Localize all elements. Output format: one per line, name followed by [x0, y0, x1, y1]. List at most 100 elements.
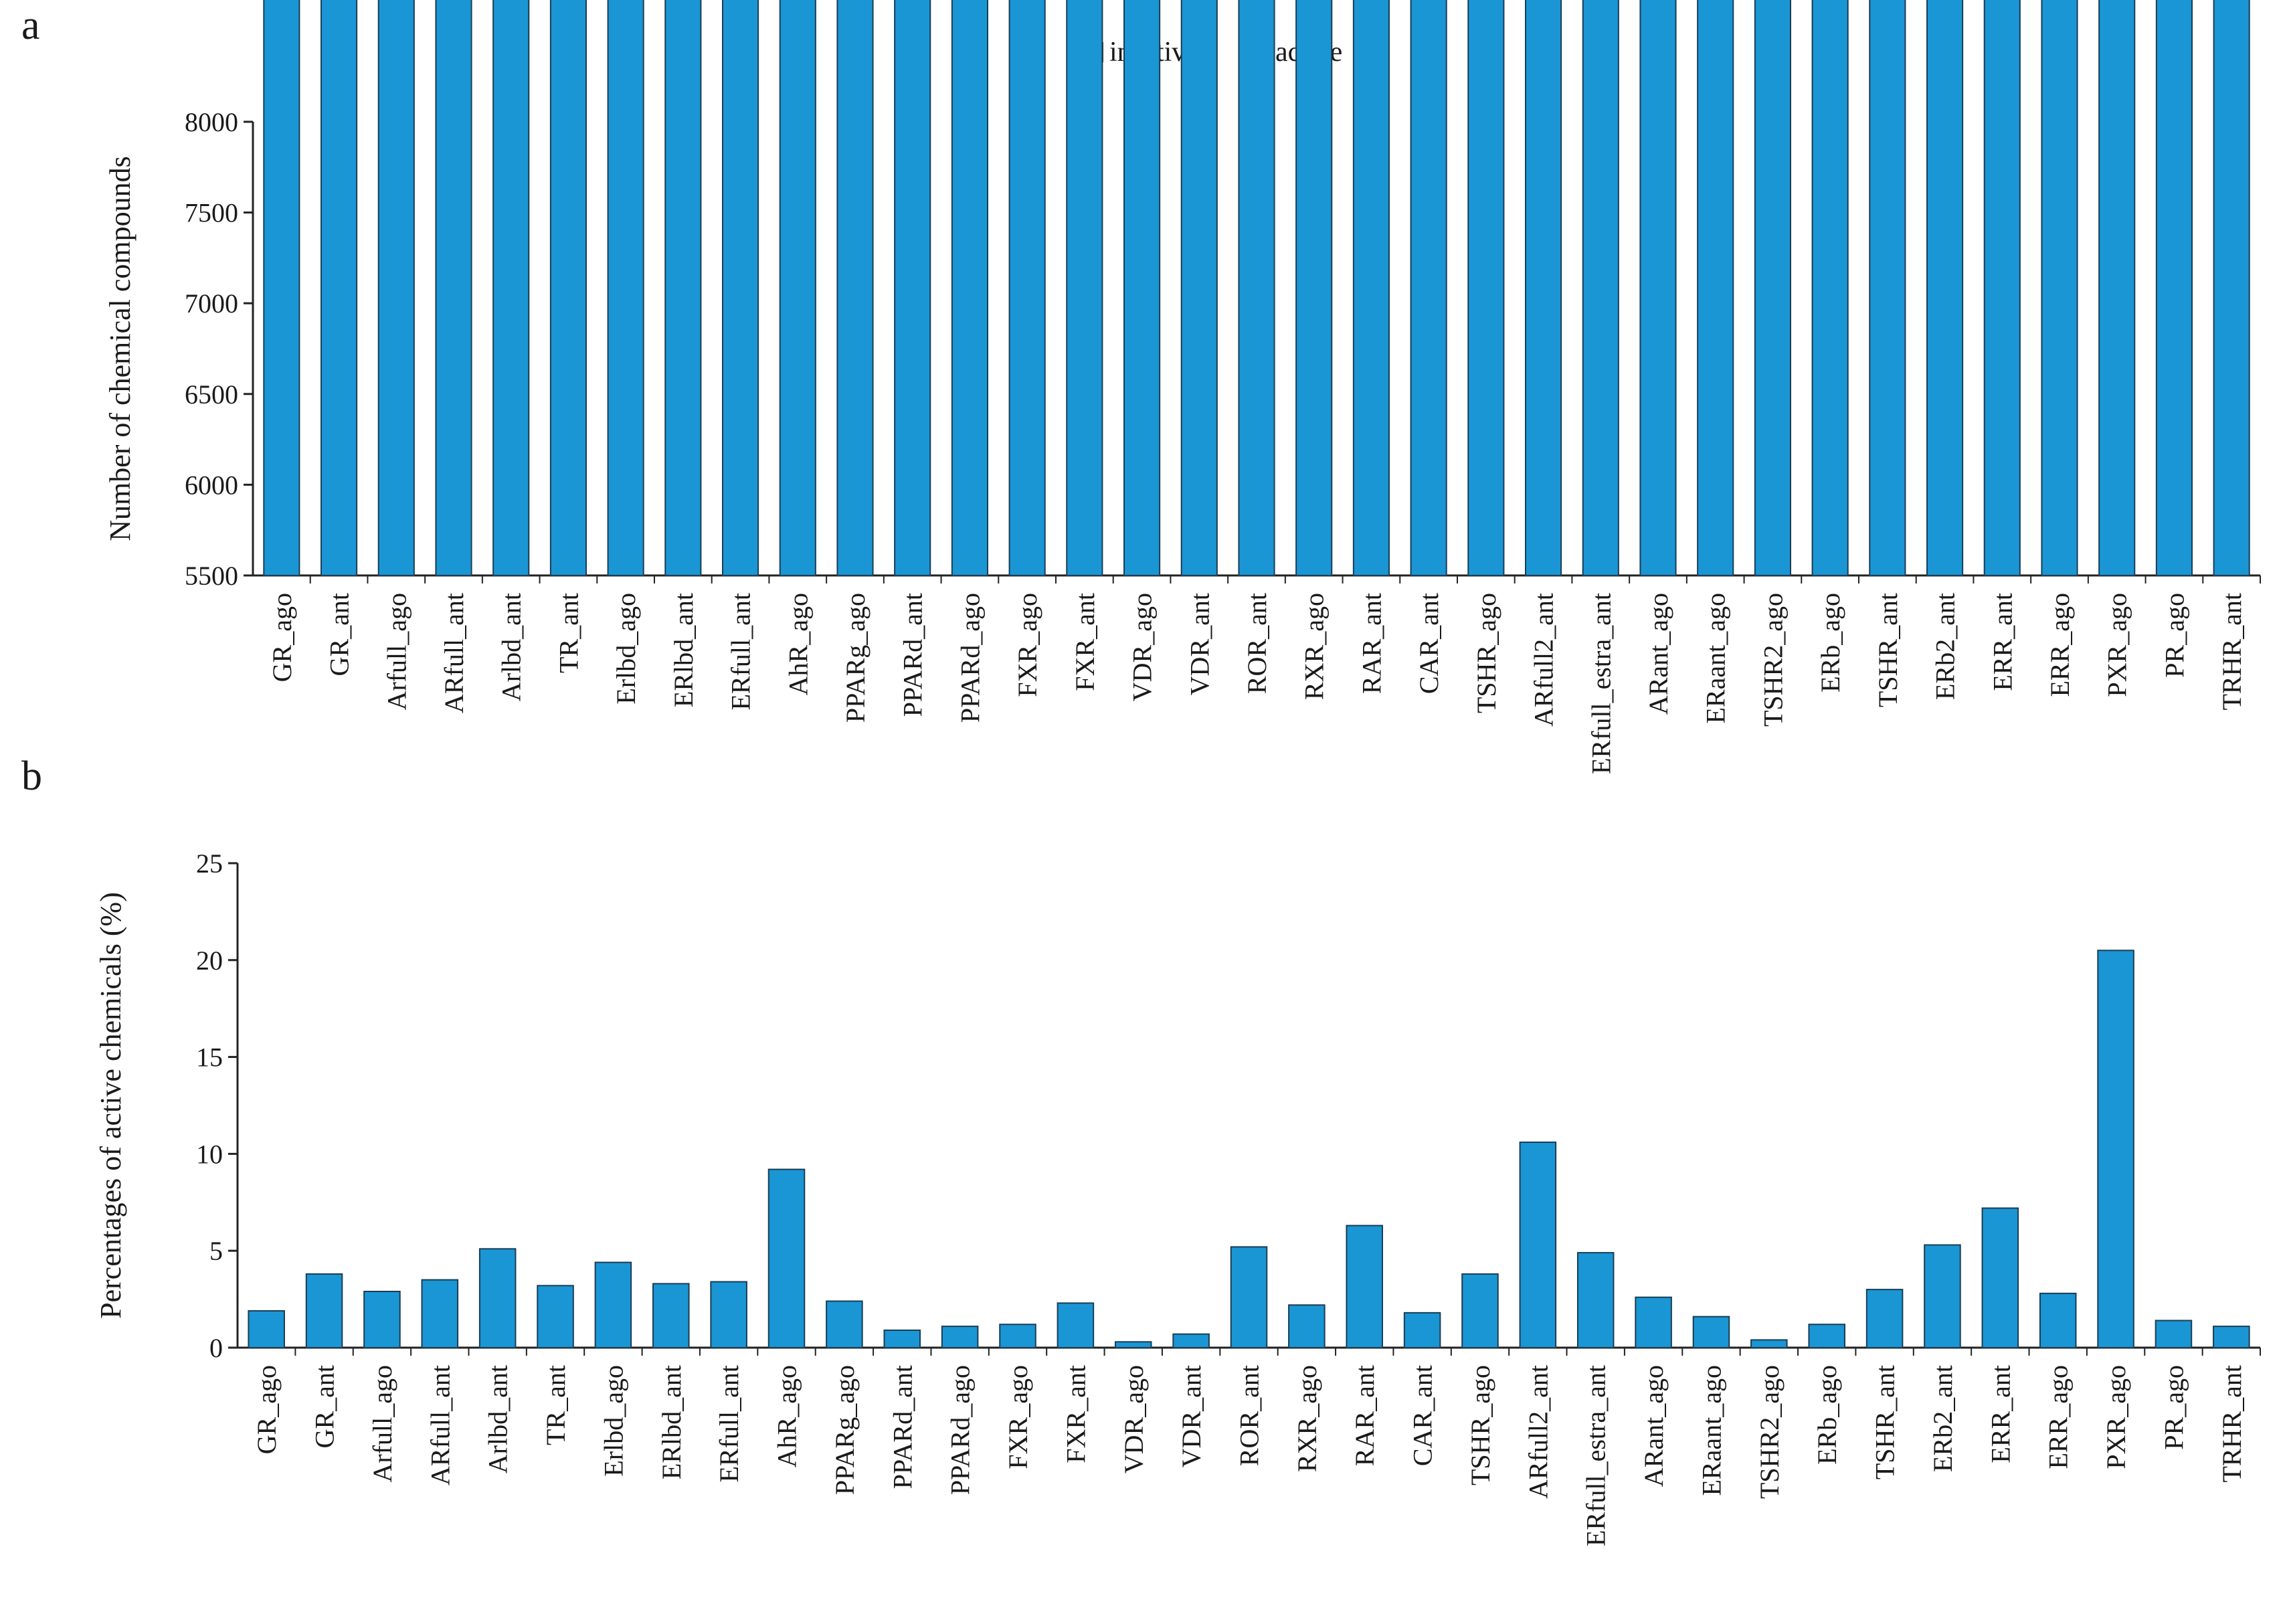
- bar-inactive: [1639, 0, 1677, 576]
- bar-inactive: [836, 0, 874, 576]
- y-axis-label: Number of chemical compounds: [104, 156, 136, 541]
- panel-b-label: b: [21, 753, 42, 799]
- x-tick-label: ARfull2_ant: [1529, 593, 1559, 727]
- x-tick-label: ERb_ago: [1812, 1365, 1842, 1465]
- x-tick-label: ERfull_ant: [726, 593, 756, 711]
- x-tick-label: PXR_ago: [2101, 1365, 2131, 1469]
- bar: [941, 1326, 979, 1349]
- x-tick-label: PPARd_ant: [887, 1365, 917, 1489]
- x-tick-label: Arlbd_ant: [496, 593, 527, 701]
- bar: [767, 1168, 806, 1348]
- bar: [1288, 1304, 1326, 1348]
- x-tick-label: RXR_ago: [1292, 1365, 1322, 1472]
- bar-inactive: [1123, 0, 1161, 576]
- x-tick-label: TRHR_ant: [2217, 593, 2247, 711]
- x-tick-label: TSHR_ago: [1465, 1365, 1495, 1485]
- y-tick-label: 20: [196, 945, 223, 976]
- y-tick-label: 15: [196, 1043, 223, 1073]
- bar-inactive: [2155, 0, 2193, 576]
- bar: [248, 1310, 285, 1348]
- x-tick-label: RAR_ant: [1356, 593, 1386, 694]
- bar: [2155, 1320, 2193, 1349]
- bar: [1635, 1296, 1672, 1348]
- bar: [1057, 1302, 1095, 1348]
- bar: [1519, 1142, 1557, 1349]
- x-tick-label: GR_ago: [267, 593, 297, 682]
- x-tick-label: PR_ago: [2159, 1365, 2189, 1450]
- bar: [594, 1261, 632, 1349]
- x-tick-label: ERR_ant: [1987, 593, 2017, 691]
- y-tick-label: 25: [196, 848, 223, 879]
- y-tick-label: 0: [209, 1333, 223, 1363]
- x-tick-label: PXR_ago: [2102, 593, 2132, 697]
- x-tick-label: Erlbd_ago: [598, 1365, 628, 1477]
- bar-inactive: [1983, 0, 2021, 576]
- bar: [1172, 1333, 1210, 1349]
- bar: [1750, 1339, 1788, 1349]
- y-axis-label: Percentages of active chemicals (%): [94, 892, 127, 1319]
- x-tick-label: TR_ant: [541, 1365, 571, 1445]
- bar: [826, 1300, 863, 1348]
- bar: [1924, 1244, 1961, 1348]
- bar: [1865, 1289, 1904, 1348]
- bar: [1808, 1324, 1845, 1349]
- x-tick-label: PPARg_ago: [840, 593, 871, 723]
- x-tick-label: TSHR_ago: [1471, 593, 1501, 713]
- x-tick-label: ARfull2_ant: [1523, 1365, 1553, 1499]
- bar: [421, 1279, 459, 1349]
- bar: [1403, 1312, 1441, 1348]
- x-tick-label: Arlbd_ant: [483, 1365, 513, 1473]
- bar-inactive: [779, 0, 816, 576]
- bar: [305, 1273, 343, 1349]
- x-tick-label: ROR_ant: [1242, 593, 1272, 694]
- x-tick-label: Arfull_ago: [381, 593, 412, 711]
- x-tick-label: VDR_ago: [1119, 1365, 1149, 1473]
- y-tick-label: 6000: [185, 470, 238, 500]
- stacked-bar-chart-counts: 5500 6000 6500 7000 7500 8000 Number of chemic…: [104, 0, 2261, 774]
- bar-inactive: [2098, 0, 2136, 577]
- x-tick-label: FXR_ant: [1070, 593, 1100, 691]
- bar-inactive: [549, 0, 587, 576]
- x-tick-label: ERb2_ant: [1928, 1365, 1958, 1472]
- x-tick-label: FXR_ago: [1003, 1365, 1033, 1469]
- x-tick-label: ERb_ago: [1815, 593, 1845, 693]
- bar-inactive: [377, 0, 415, 576]
- x-tick-label: CAR_ant: [1414, 593, 1444, 694]
- x-tick-label: ERfull_ant: [714, 1365, 744, 1483]
- x-tick-label: GR_ant: [310, 1365, 340, 1448]
- bar-inactive: [894, 0, 931, 576]
- bar-inactive: [321, 0, 358, 576]
- bar-inactive: [607, 0, 644, 576]
- x-tick-label: ERR_ago: [2045, 593, 2075, 697]
- bar-inactive: [435, 0, 472, 576]
- y-tick-label: 5500: [185, 561, 238, 591]
- bar-inactive: [1869, 0, 1906, 576]
- bar-inactive: [1467, 0, 1505, 576]
- bar: [1692, 1316, 1730, 1348]
- x-tick-label: VDR_ant: [1176, 1365, 1206, 1467]
- bar-inactive: [1008, 0, 1046, 576]
- panel-a-label: a: [21, 3, 40, 48]
- x-tick-label: ERfull_estra_ant: [1586, 593, 1616, 774]
- bar-inactive: [1238, 0, 1275, 576]
- x-tick-label: PPARd_ant: [898, 593, 928, 717]
- bar-inactive: [1811, 0, 1849, 576]
- x-tick-label: RAR_ant: [1350, 1365, 1380, 1466]
- bar-inactive: [2041, 0, 2078, 576]
- x-tick-label: ARfull_ant: [425, 1365, 455, 1485]
- bar-inactive: [1295, 0, 1333, 576]
- bar: [710, 1281, 747, 1349]
- x-tick-label: GR_ant: [325, 593, 355, 676]
- x-tick-label: ERb2_ant: [1930, 593, 1960, 700]
- bar-inactive: [1582, 0, 1619, 576]
- bar-inactive: [1066, 0, 1103, 577]
- x-tick-label: GR_ago: [252, 1365, 282, 1454]
- x-tick-label: ERaant_ago: [1701, 593, 1731, 724]
- bar-inactive: [1697, 0, 1734, 576]
- bar-inactive: [492, 0, 530, 576]
- x-tick-label: ERlbd_ant: [668, 593, 699, 707]
- x-tick-label: ERlbd_ant: [656, 1365, 687, 1479]
- y-tick-label: 5: [209, 1236, 223, 1266]
- bar: [1114, 1341, 1152, 1349]
- x-tick-label: FXR_ant: [1061, 1365, 1091, 1463]
